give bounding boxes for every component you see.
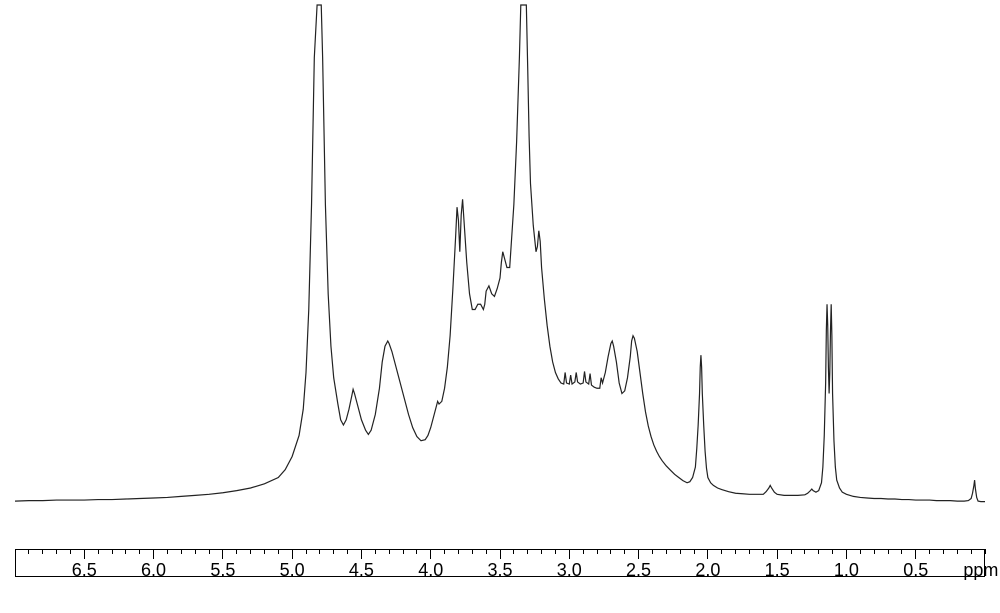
- x-tick-minor: [472, 549, 473, 554]
- x-tick-minor: [874, 549, 875, 554]
- x-tick-minor: [181, 549, 182, 554]
- x-tick-minor: [167, 549, 168, 554]
- x-tick-major: [84, 549, 85, 559]
- x-tick-minor: [278, 549, 279, 554]
- x-tick-minor: [236, 549, 237, 554]
- x-tick-minor: [28, 549, 29, 554]
- x-tick-minor: [832, 549, 833, 554]
- x-tick-minor: [791, 549, 792, 554]
- x-tick-minor: [721, 549, 722, 554]
- x-tick-minor: [56, 549, 57, 554]
- x-tick-major: [915, 549, 916, 559]
- x-tick-minor: [943, 549, 944, 554]
- x-tick-label: 6.0: [141, 560, 166, 581]
- x-axis-label: ppm: [963, 560, 998, 581]
- x-tick-label: 3.5: [487, 560, 512, 581]
- x-tick-label: 1.0: [834, 560, 859, 581]
- x-tick-minor: [458, 549, 459, 554]
- x-tick-minor: [597, 549, 598, 554]
- x-tick-minor: [513, 549, 514, 554]
- x-tick-minor: [694, 549, 695, 554]
- x-tick-minor: [749, 549, 750, 554]
- x-tick-minor: [209, 549, 210, 554]
- x-tick-label: 0.5: [903, 560, 928, 581]
- x-tick-label: 6.5: [72, 560, 97, 581]
- x-tick-minor: [389, 549, 390, 554]
- x-tick-minor: [139, 549, 140, 554]
- x-tick-minor: [98, 549, 99, 554]
- x-tick-major: [569, 549, 570, 559]
- x-tick-minor: [735, 549, 736, 554]
- x-tick-minor: [15, 549, 16, 554]
- x-tick-major: [846, 549, 847, 559]
- x-tick-minor: [680, 549, 681, 554]
- spectrum-line: [0, 0, 1000, 613]
- x-tick-label: 5.0: [280, 560, 305, 581]
- x-tick-minor: [957, 549, 958, 554]
- x-tick-minor: [250, 549, 251, 554]
- x-tick-minor: [319, 549, 320, 554]
- x-tick-major: [292, 549, 293, 559]
- x-tick-major: [638, 549, 639, 559]
- x-tick-minor: [486, 549, 487, 554]
- x-tick-minor: [888, 549, 889, 554]
- x-tick-major: [777, 549, 778, 559]
- x-tick-minor: [527, 549, 528, 554]
- nmr-spectrum-figure: { "chart": { "type": "line", "title": ""…: [0, 0, 1000, 613]
- x-tick-minor: [985, 549, 986, 554]
- x-tick-minor: [624, 549, 625, 554]
- x-tick-label: 4.0: [418, 560, 443, 581]
- x-tick-minor: [804, 549, 805, 554]
- x-tick-minor: [112, 549, 113, 554]
- x-tick-major: [153, 549, 154, 559]
- x-tick-label: 4.5: [349, 560, 374, 581]
- x-tick-minor: [125, 549, 126, 554]
- x-tick-minor: [901, 549, 902, 554]
- x-tick-major: [222, 549, 223, 559]
- x-tick-minor: [416, 549, 417, 554]
- x-tick-label: 3.0: [557, 560, 582, 581]
- x-tick-minor: [403, 549, 404, 554]
- x-tick-label: 2.5: [626, 560, 651, 581]
- x-tick-minor: [763, 549, 764, 554]
- x-tick-minor: [347, 549, 348, 554]
- x-tick-minor: [264, 549, 265, 554]
- x-tick-minor: [610, 549, 611, 554]
- x-tick-minor: [306, 549, 307, 554]
- x-tick-label: 5.5: [210, 560, 235, 581]
- x-tick-minor: [375, 549, 376, 554]
- x-tick-major: [500, 549, 501, 559]
- x-tick-minor: [666, 549, 667, 554]
- x-tick-major: [707, 549, 708, 559]
- x-tick-minor: [42, 549, 43, 554]
- x-tick-minor: [555, 549, 556, 554]
- x-tick-minor: [195, 549, 196, 554]
- x-tick-minor: [444, 549, 445, 554]
- x-tick-label: 2.0: [695, 560, 720, 581]
- x-tick-minor: [541, 549, 542, 554]
- x-tick-minor: [333, 549, 334, 554]
- x-tick-major: [361, 549, 362, 559]
- x-tick-label: 1.5: [765, 560, 790, 581]
- x-tick-minor: [70, 549, 71, 554]
- x-tick-minor: [818, 549, 819, 554]
- x-tick-minor: [929, 549, 930, 554]
- x-tick-minor: [652, 549, 653, 554]
- x-tick-minor: [860, 549, 861, 554]
- x-tick-minor: [583, 549, 584, 554]
- x-tick-minor: [971, 549, 972, 554]
- x-tick-major: [430, 549, 431, 559]
